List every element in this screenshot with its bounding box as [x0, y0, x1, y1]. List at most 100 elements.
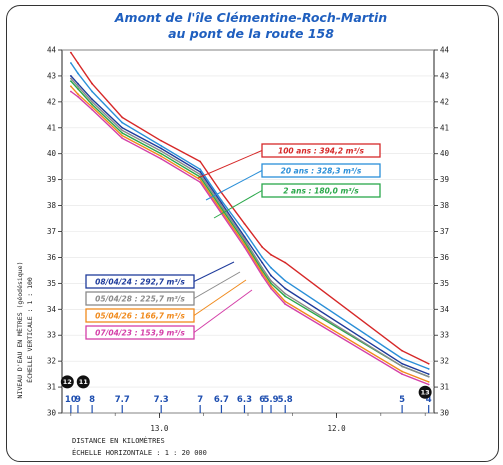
series-point: [427, 380, 430, 383]
series-point: [270, 266, 272, 269]
series-point: [69, 80, 72, 83]
y-tick-label-right: 42: [440, 97, 449, 106]
series-point: [243, 246, 246, 248]
station-label: 6.3: [237, 395, 252, 405]
series-point: [160, 155, 163, 158]
series-point: [220, 199, 223, 202]
station-label: 7.7: [115, 395, 130, 405]
series-point: [91, 82, 94, 85]
series-point: [121, 134, 124, 137]
legend-entry: 05/04/28 : 225,7 m³/s: [95, 295, 185, 304]
legend-box: [85, 274, 195, 289]
station-label: 6.7: [214, 395, 229, 405]
series-point: [401, 357, 404, 360]
y-tick-label-right: 30: [440, 409, 450, 418]
y-tick-label-left: 35: [47, 279, 56, 288]
legend-leader-line: [197, 150, 263, 179]
series-point: [69, 85, 72, 88]
series-point: [220, 204, 223, 207]
series-point: [121, 126, 124, 129]
legend-leader-line: [193, 289, 253, 333]
series-point: [91, 108, 94, 111]
legend-entry: 05/04/26 : 166,7 m³/s: [95, 312, 185, 321]
station-label: 4: [426, 395, 432, 405]
station-labels: 109 8 7.7 7.3 7 6.7 6.3 65.9 5.8 5 4: [65, 395, 432, 413]
x-tick-label: 13.0: [150, 424, 169, 433]
station-label: 6: [259, 395, 265, 405]
series-point: [69, 51, 72, 54]
series-point: [284, 279, 287, 282]
series-point: [220, 209, 223, 212]
legend-box: [85, 308, 195, 323]
station-marker-label: 12: [63, 378, 72, 386]
series-point: [270, 279, 272, 282]
series-point: [69, 75, 72, 77]
y-tick-label-right: 39: [440, 175, 449, 184]
series-point: [91, 98, 94, 101]
series-point: [69, 62, 72, 64]
station-marker: [76, 375, 90, 389]
y-tick-label-left: 39: [47, 175, 56, 184]
legend-leader-line: [213, 190, 263, 219]
y-tick-label-right: 43: [440, 71, 449, 80]
legend-box: [85, 325, 195, 340]
series-lines: [69, 51, 430, 386]
legend-entry: 2 ans : 180,0 m³/s: [283, 187, 359, 196]
y-tick-label-left: 42: [47, 97, 56, 106]
series-point: [199, 168, 202, 171]
station-label: 5.8: [278, 395, 293, 405]
series-point: [284, 287, 287, 290]
series-point: [160, 152, 163, 155]
station-label: 10: [65, 395, 77, 405]
station-marker: [60, 375, 74, 389]
series-point: [284, 303, 287, 305]
station-label: 7: [197, 395, 203, 405]
legend-leader-line: [193, 271, 241, 299]
y-tick-label-left: 38: [47, 201, 57, 210]
series-point: [220, 207, 223, 210]
y-tick-label-left: 44: [47, 46, 57, 55]
series-point: [77, 85, 79, 88]
station-markers: 12 11 13: [60, 375, 432, 399]
series-point: [427, 373, 430, 376]
series-point: [160, 150, 163, 153]
series-point: [199, 173, 202, 176]
x-ticks: 13.0 12.0: [70, 413, 426, 433]
y-tick-label-right: 37: [440, 227, 449, 236]
series-point: [427, 383, 430, 386]
station-label: 5.9: [263, 395, 278, 405]
legend-entry: 08/04/24 : 292,7 m³/s: [95, 278, 185, 287]
series-point: [284, 295, 287, 298]
series-point: [401, 362, 404, 365]
series-point: [261, 274, 264, 277]
series-point: [69, 77, 72, 80]
station-label: 9: [75, 395, 81, 405]
series-point: [270, 253, 272, 256]
y-tick-label-right: 35: [440, 279, 449, 288]
station-label: 8: [89, 395, 95, 405]
legend-entry: 100 ans : 394,2 m³/s: [278, 147, 365, 156]
y-tick-label-right: 32: [440, 357, 449, 366]
series-point: [199, 160, 202, 163]
series-point: [261, 266, 264, 269]
series-point: [261, 261, 264, 264]
legend-leader-line: [193, 261, 235, 282]
y-tick-label-left: 40: [47, 149, 57, 158]
series-point: [243, 238, 246, 241]
legend-leader-line: [205, 170, 263, 201]
x-axis-label-line-2: ÉCHELLE HORIZONTALE : 1 : 20 000: [72, 448, 207, 457]
series-point: [199, 170, 202, 173]
series-point: [427, 368, 430, 370]
series-point: [77, 93, 79, 95]
y-tick-label-right: 31: [440, 383, 449, 392]
series-point: [284, 261, 287, 264]
series-point: [243, 230, 246, 233]
y-axis-label-line-1: NIVEAU D'EAU EN MÈTRES (géodésique): [15, 262, 24, 399]
series-point: [243, 243, 246, 246]
series-point: [261, 256, 264, 259]
legend-leader-line: [193, 279, 247, 316]
series-point: [261, 272, 264, 274]
series-point: [401, 373, 404, 376]
y-tick-label-left: 31: [47, 383, 56, 392]
